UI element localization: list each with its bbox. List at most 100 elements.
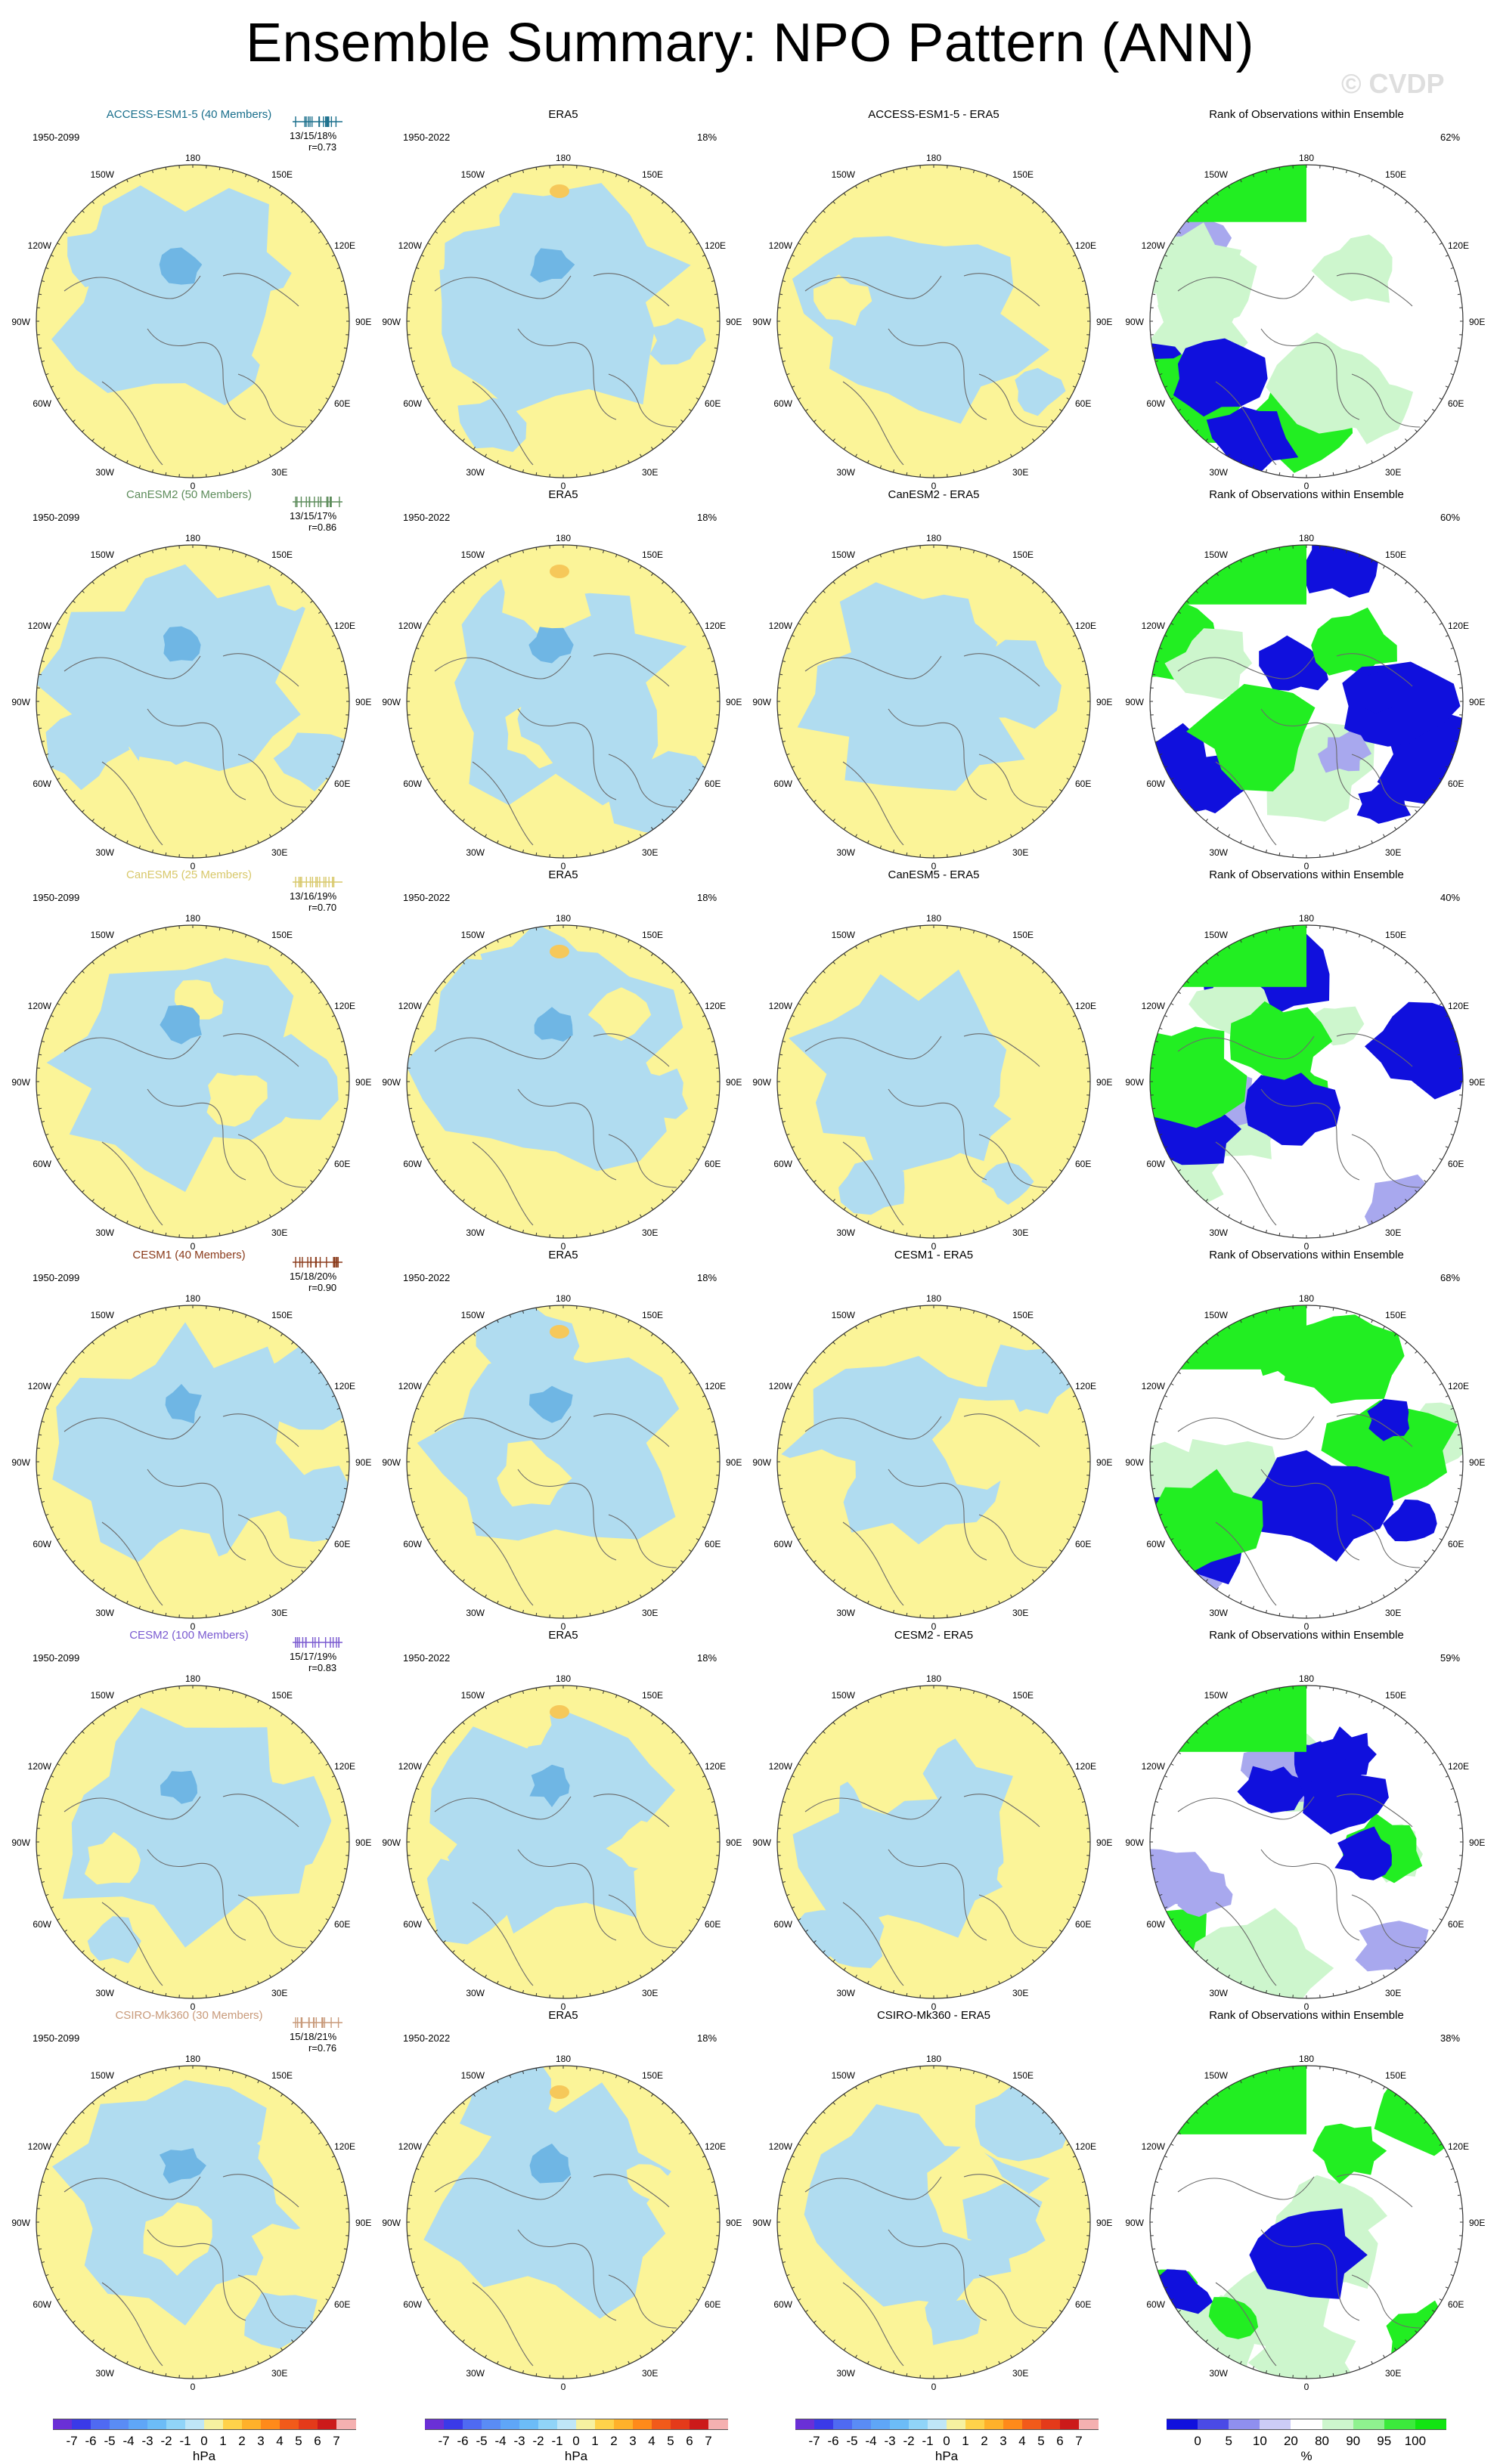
- longitude-label: 60W: [773, 398, 792, 409]
- map-tick: [1229, 454, 1230, 457]
- map-tick: [421, 386, 424, 388]
- map-tick: [233, 2370, 234, 2373]
- anomaly-region: [246, 1034, 339, 1120]
- longitude-label: 90E: [1096, 317, 1112, 327]
- rank-region: [1238, 1766, 1308, 1813]
- map-tick: [291, 1722, 293, 1724]
- anomaly-region: [997, 1859, 1055, 1905]
- map-tick: [798, 2299, 801, 2301]
- map-tick: [443, 1180, 445, 1182]
- map-tick: [39, 674, 42, 675]
- colorbar-tick-label: -7: [66, 2434, 77, 2449]
- longitude-label: 90W: [752, 1457, 771, 1468]
- anomaly-region: [121, 1529, 230, 1629]
- map-tick: [82, 1190, 85, 1193]
- colorbar-swatch: [1003, 2419, 1023, 2430]
- map-tick: [1253, 1226, 1254, 1229]
- map-tick: [82, 1951, 85, 1953]
- map-tick: [1371, 179, 1373, 182]
- map-tick: [696, 1159, 699, 1160]
- rank-region: [1150, 1685, 1306, 1752]
- map-tick: [311, 2320, 313, 2323]
- map-tick: [311, 419, 313, 422]
- longitude-label: 150W: [832, 169, 855, 180]
- anomaly-region: [427, 1859, 519, 1944]
- map-tick: [1455, 741, 1458, 742]
- map-tick: [893, 930, 894, 933]
- longitude-label: 120E: [334, 1761, 355, 1772]
- map-tick: [412, 2181, 415, 2182]
- map-tick: [1253, 1314, 1254, 1317]
- map-tick: [833, 819, 835, 822]
- anomaly-region: [257, 2110, 334, 2183]
- colorbar-swatch: [444, 2419, 463, 2430]
- longitude-label: 150W: [91, 2070, 114, 2081]
- map-tick: [1253, 846, 1254, 849]
- map-tick: [536, 547, 537, 550]
- longitude-label: 30E: [1012, 1227, 1028, 1238]
- map-tick: [783, 1421, 786, 1422]
- map-tick: [1196, 1351, 1198, 1354]
- longitude-label: 120E: [1075, 1001, 1096, 1011]
- map-tick: [73, 221, 75, 223]
- map-tick: [1155, 2262, 1158, 2263]
- map-tick: [893, 2370, 894, 2373]
- map-tick: [1451, 1408, 1454, 1409]
- coastline: [473, 1142, 533, 1225]
- coastline: [593, 274, 669, 306]
- map-tick: [82, 591, 85, 593]
- anomaly-region: [1008, 1115, 1060, 1155]
- map-tick: [814, 1361, 816, 1364]
- map-tick: [139, 466, 140, 469]
- colorbar-swatch: [336, 2419, 356, 2430]
- map-tick: [880, 846, 881, 849]
- map-tick: [428, 1919, 430, 1921]
- colorbar-swatch: [795, 2419, 815, 2430]
- longitude-label: 150W: [1204, 1690, 1228, 1701]
- coastline: [843, 1522, 903, 1605]
- map-tick: [127, 2080, 129, 2083]
- colorbar-tick-label: 3: [629, 2434, 636, 2449]
- longitude-label: 150E: [1012, 169, 1034, 180]
- map-tick: [986, 1226, 987, 1229]
- rank-region: [1249, 2209, 1367, 2299]
- colorbar-tick-label: 1: [962, 2434, 968, 2449]
- map-tick: [435, 992, 437, 993]
- map-tick: [326, 1764, 328, 1766]
- longitude-label: 60E: [705, 1159, 721, 1169]
- map-tick: [779, 1868, 783, 1869]
- map-tick: [662, 581, 664, 583]
- coastline: [223, 1794, 299, 1827]
- longitude-label: 30E: [1385, 467, 1401, 478]
- map-tick: [814, 981, 816, 983]
- map-tick: [1384, 1975, 1385, 1977]
- longitude-label: 90E: [726, 2218, 742, 2228]
- map-tick: [1216, 1587, 1218, 1590]
- map-tick: [628, 1221, 630, 1224]
- coastline: [1352, 1134, 1420, 1187]
- colorbar-tick-label: -2: [532, 2434, 544, 2449]
- map-tick: [127, 939, 129, 943]
- longitude-label: 60W: [403, 1159, 422, 1169]
- map-tick: [1011, 566, 1012, 568]
- map-tick: [999, 179, 1000, 182]
- rank-region: [1207, 407, 1299, 475]
- anomaly-region: [608, 751, 723, 840]
- map-tick: [421, 2156, 424, 2158]
- map-tick: [1178, 2310, 1180, 2311]
- map-tick: [152, 1311, 153, 1314]
- rank-region: [1357, 781, 1412, 824]
- map-tick: [443, 1560, 445, 1562]
- map-tick: [615, 1986, 616, 1989]
- map-tick: [662, 1960, 664, 1962]
- longitude-label: 30E: [642, 1608, 658, 1618]
- panel-title: CESM2 - ERA5: [894, 1629, 973, 1642]
- longitude-label: 150W: [91, 1690, 114, 1701]
- map-tick: [711, 1801, 714, 1802]
- map-tick: [127, 179, 129, 182]
- map-tick: [1052, 1560, 1054, 1562]
- map-tick: [974, 1230, 975, 1233]
- longitude-label: 90W: [11, 1457, 30, 1468]
- map-tick: [1052, 2122, 1054, 2124]
